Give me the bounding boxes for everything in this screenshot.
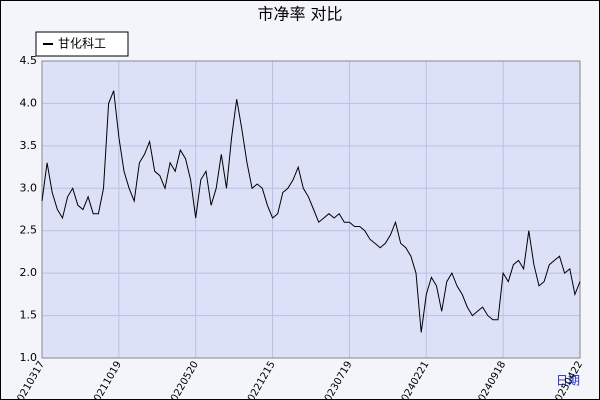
- y-tick-label: 4.0: [20, 96, 38, 109]
- y-tick-label: 3.5: [20, 139, 38, 152]
- legend-label: 甘化科工: [58, 37, 106, 51]
- y-tick-label: 2.5: [20, 224, 38, 237]
- y-tick-label: 2.0: [20, 266, 38, 279]
- plot-border: [41, 60, 581, 359]
- y-tick-label: 1.0: [20, 351, 38, 364]
- y-tick-label: 3.0: [20, 181, 38, 194]
- plot-area: [42, 61, 580, 358]
- y-tick-label: 1.5: [20, 309, 38, 322]
- line: [41, 90, 581, 333]
- y-tick-label: 4.5: [20, 54, 38, 67]
- legend-box: [35, 31, 129, 57]
- x-axis-label: 日期: [556, 374, 580, 388]
- chart-title: 市净率 对比: [257, 5, 342, 24]
